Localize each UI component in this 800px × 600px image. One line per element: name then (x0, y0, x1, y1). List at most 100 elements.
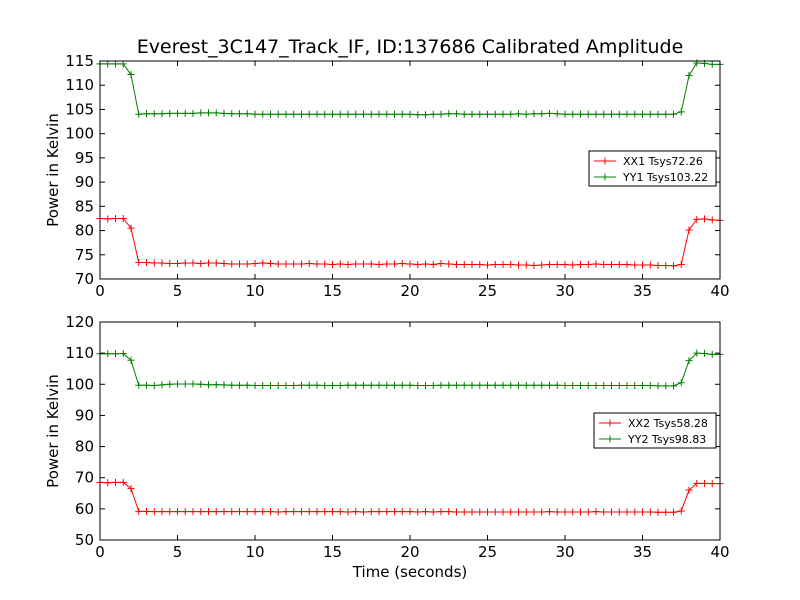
data-point-marker (166, 508, 174, 516)
data-point-marker (375, 260, 383, 268)
data-point-marker (670, 262, 677, 270)
data-point-marker (189, 259, 197, 267)
data-point-marker (701, 215, 708, 223)
data-point-marker (708, 216, 716, 224)
data-point-marker (654, 382, 662, 390)
data-point-marker (344, 381, 352, 389)
data-point-marker (181, 508, 189, 516)
data-point-marker (530, 508, 538, 516)
data-point-marker (220, 508, 228, 516)
data-point-marker (577, 110, 584, 118)
data-point-marker (398, 381, 406, 389)
data-point-marker (282, 382, 290, 390)
data-point-marker (305, 508, 313, 516)
y-tick-label: 75 (75, 246, 94, 264)
data-point-marker (646, 382, 654, 390)
data-point-marker (491, 508, 499, 516)
data-point-marker (360, 260, 367, 268)
series-2 (96, 59, 724, 119)
data-point-marker (220, 109, 228, 117)
data-point-marker (476, 260, 484, 268)
data-point-marker (352, 110, 360, 118)
data-point-marker (212, 259, 220, 267)
y-axis-label: Power in Kelvin (44, 374, 62, 488)
data-point-marker (422, 382, 429, 390)
data-point-marker (639, 508, 646, 516)
data-point-marker (546, 109, 553, 117)
data-point-marker (398, 260, 406, 267)
legend-label: YY2 Tsys98.83 (627, 433, 706, 446)
data-point-marker (158, 110, 166, 118)
legend-entry: YY2 Tsys98.83 (599, 433, 706, 446)
data-point-marker (197, 109, 205, 117)
data-point-marker (197, 380, 205, 388)
y-tick-label: 115 (65, 52, 94, 70)
y-tick-label: 110 (65, 76, 94, 94)
data-point-marker (104, 60, 112, 68)
data-point-marker (367, 110, 375, 118)
data-point-marker (391, 260, 398, 268)
data-point-marker (670, 110, 677, 118)
data-point-marker (708, 350, 716, 358)
data-point-marker (476, 381, 484, 389)
data-point-marker (522, 110, 530, 118)
data-point-marker (701, 349, 708, 357)
x-tick-label: 25 (478, 543, 497, 561)
data-point-marker (437, 260, 445, 267)
data-point-marker (445, 381, 453, 389)
y-tick-label: 100 (65, 375, 94, 393)
data-point-marker (468, 381, 476, 389)
x-tick-label: 20 (400, 282, 419, 300)
data-point-marker (352, 508, 360, 516)
data-point-marker (290, 260, 298, 268)
data-point-marker (127, 485, 135, 493)
data-point-marker (561, 260, 569, 268)
plot-area (96, 349, 724, 516)
x-tick-label: 0 (95, 282, 105, 300)
legend: XX1 Tsys72.26 YY1 Tsys103.22 (588, 150, 717, 187)
data-point-marker (158, 259, 166, 267)
data-point-marker (460, 260, 468, 268)
data-point-marker (104, 215, 112, 223)
data-point-marker (360, 381, 367, 389)
data-point-marker (267, 382, 274, 390)
data-point-marker (150, 508, 158, 516)
data-point-marker (228, 381, 236, 389)
data-point-marker (181, 380, 189, 388)
data-point-marker (212, 381, 220, 389)
legend-label: YY1 Tsys103.22 (622, 171, 708, 184)
data-point-marker (662, 110, 670, 118)
data-point-marker (584, 508, 592, 516)
data-point-marker (375, 110, 383, 118)
legend-marker (606, 435, 614, 443)
subplot-1: 0 5 10 15 20 25 30 35 40 70 75 80 85 90 95 100 105 110 115… (44, 52, 730, 300)
data-point-marker (615, 382, 623, 390)
data-point-marker (236, 260, 243, 268)
series-1 (96, 478, 724, 516)
data-point-marker (584, 382, 592, 390)
data-point-marker (336, 382, 344, 390)
data-point-marker (251, 110, 259, 118)
y-tick-label: 60 (75, 500, 94, 518)
data-point-marker (414, 508, 422, 516)
data-point-marker (569, 110, 577, 118)
data-point-marker (104, 350, 112, 358)
legend-entry: XX2 Tsys58.28 (599, 417, 708, 430)
data-point-marker (553, 110, 561, 118)
legend-frame (588, 150, 717, 187)
data-point-marker (631, 110, 639, 118)
data-point-marker (584, 260, 592, 268)
data-point-marker (143, 259, 150, 267)
data-point-marker (282, 110, 290, 118)
data-point-marker (437, 381, 445, 389)
data-point-marker (414, 382, 422, 390)
data-point-marker (243, 381, 251, 389)
data-point-marker (429, 382, 437, 390)
data-point-marker (530, 261, 538, 269)
data-point-marker (228, 110, 236, 118)
data-point-marker (189, 508, 197, 516)
data-point-marker (344, 110, 352, 118)
data-point-marker (274, 382, 282, 390)
data-point-marker (375, 508, 383, 516)
